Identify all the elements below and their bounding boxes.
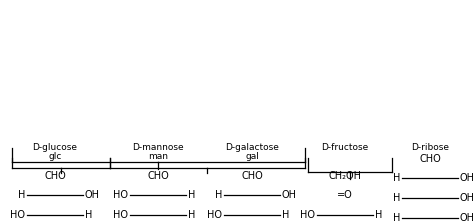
Text: H: H	[188, 210, 195, 220]
Text: D-mannose: D-mannose	[132, 143, 184, 152]
Text: OH: OH	[460, 213, 474, 222]
Text: H: H	[392, 173, 400, 183]
Text: CH₂OH: CH₂OH	[328, 171, 362, 181]
Text: HO: HO	[300, 210, 315, 220]
Text: =O: =O	[337, 190, 353, 200]
Text: OH: OH	[460, 193, 474, 203]
Text: man: man	[148, 152, 168, 161]
Text: D-fructose: D-fructose	[321, 143, 369, 152]
Text: D-galactose: D-galactose	[225, 143, 279, 152]
Text: OH: OH	[460, 173, 474, 183]
Text: H: H	[85, 210, 92, 220]
Text: HO: HO	[207, 210, 222, 220]
Text: H: H	[188, 190, 195, 200]
Text: glc: glc	[48, 152, 62, 161]
Text: D-ribose: D-ribose	[411, 143, 449, 152]
Text: HO: HO	[10, 210, 25, 220]
Text: D-glucose: D-glucose	[33, 143, 78, 152]
Text: CHO: CHO	[147, 171, 169, 181]
Text: HO: HO	[113, 210, 128, 220]
Text: H: H	[18, 190, 25, 200]
Text: H: H	[375, 210, 383, 220]
Text: H: H	[392, 213, 400, 222]
Text: CHO: CHO	[419, 154, 441, 164]
Text: H: H	[282, 210, 289, 220]
Text: CHO: CHO	[241, 171, 263, 181]
Text: OH: OH	[85, 190, 100, 200]
Text: HO: HO	[113, 190, 128, 200]
Text: H: H	[392, 193, 400, 203]
Text: CHO: CHO	[44, 171, 66, 181]
Text: gal: gal	[245, 152, 259, 161]
Text: H: H	[215, 190, 222, 200]
Text: OH: OH	[282, 190, 297, 200]
